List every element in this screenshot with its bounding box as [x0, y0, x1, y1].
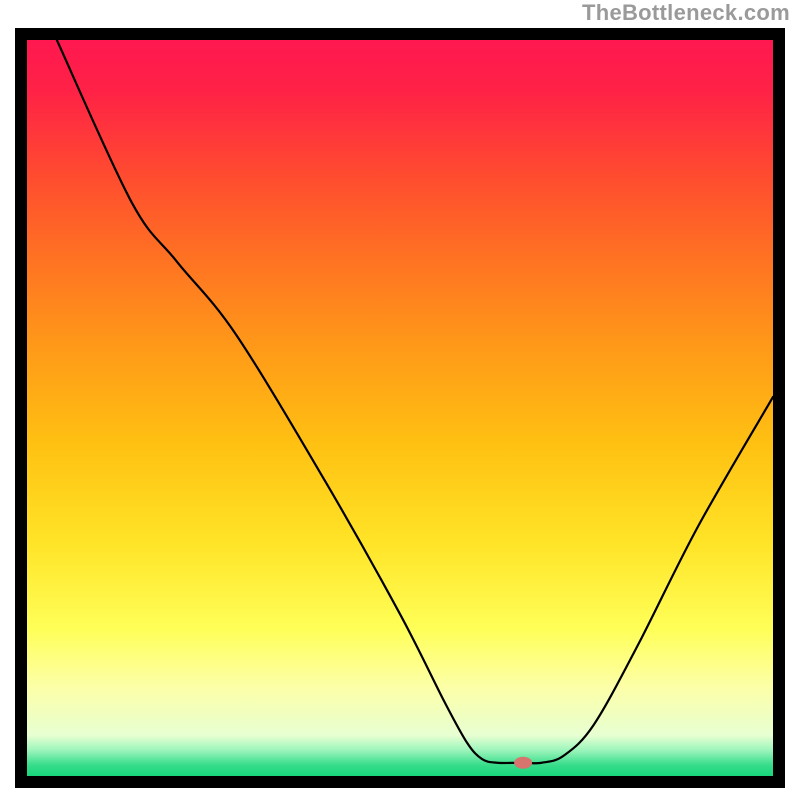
gradient-background: [27, 40, 773, 776]
chart-frame: [15, 28, 785, 788]
optimal-point-marker: [514, 757, 532, 769]
bottleneck-chart: [15, 28, 785, 788]
watermark-text: TheBottleneck.com: [582, 0, 790, 26]
